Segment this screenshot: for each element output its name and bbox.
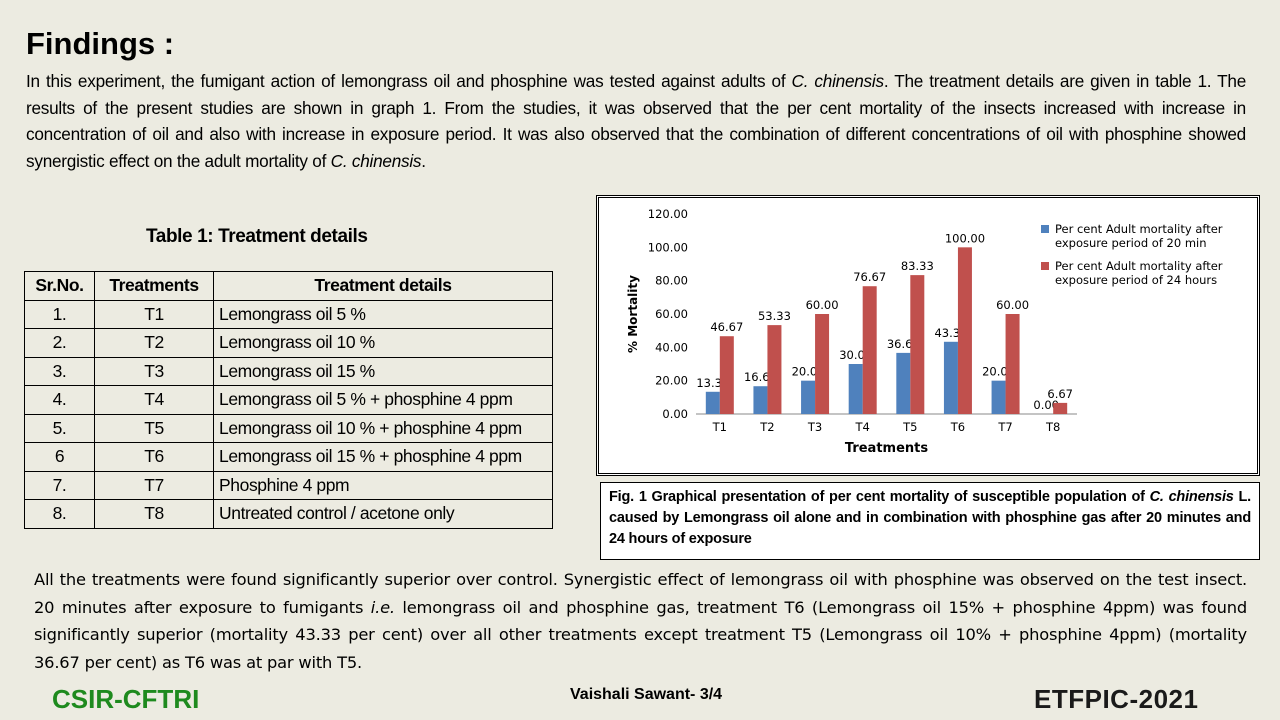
bar-24h bbox=[767, 325, 782, 414]
bar-24h bbox=[862, 286, 877, 414]
y-tick-label: 60.00 bbox=[655, 307, 688, 321]
table-row: 6 T6 Lemongrass oil 15 % + phosphine 4 ppm bbox=[24, 442, 553, 472]
x-tick-label: T7 bbox=[997, 420, 1012, 434]
x-tick-label: T1 bbox=[712, 420, 727, 434]
bar-20min bbox=[896, 352, 911, 414]
legend-label: exposure period of 20 min bbox=[1055, 236, 1207, 250]
header-treatment-details: Treatment details bbox=[213, 271, 553, 301]
table-row: 3. T3 Lemongrass oil 15 % bbox=[24, 356, 553, 386]
y-tick-label: 40.00 bbox=[655, 340, 688, 354]
y-tick-label: 80.00 bbox=[655, 274, 688, 288]
footer-event: ETFPIC-2021 bbox=[1034, 684, 1199, 714]
cell-srno: 7. bbox=[24, 470, 95, 500]
bar-24h bbox=[815, 314, 830, 414]
table-row: 4. T4 Lemongrass oil 5 % + phosphine 4 ppm bbox=[24, 385, 553, 415]
y-tick-label: 120.00 bbox=[648, 207, 688, 221]
mortality-chart-svg: 0.0020.0040.0060.0080.00100.00120.0013.3… bbox=[626, 207, 1223, 456]
results-paragraph: All the treatments were found significan… bbox=[34, 570, 1247, 672]
mortality-chart: 0.00 20.00 40.00 60.00 80.00 100.00 120.00 13.3… bbox=[596, 195, 1260, 476]
intro-paragraph: In this experiment, the fumigant action … bbox=[26, 71, 1247, 171]
table-title: Table 1: Treatment details bbox=[146, 226, 368, 247]
legend-swatch bbox=[1041, 262, 1049, 270]
cell-srno: 2. bbox=[24, 328, 95, 358]
bar-24h bbox=[1053, 402, 1068, 414]
cell-details: Lemongrass oil 5 % + phosphine 4 ppm bbox=[213, 385, 553, 415]
footer-organization: CSIR-CFTRI bbox=[52, 684, 200, 714]
legend-label: Per cent Adult mortality after bbox=[1055, 259, 1223, 273]
cell-treatment: T6 bbox=[94, 442, 214, 472]
cell-details: Phosphine 4 ppm bbox=[213, 470, 553, 500]
y-tick-label: 20.00 bbox=[655, 374, 688, 388]
table-row: 8. T8 Untreated control / acetone only bbox=[24, 499, 553, 529]
cell-details: Lemongrass oil 5 % bbox=[213, 299, 553, 329]
legend-label: Per cent Adult mortality after bbox=[1055, 222, 1223, 236]
x-tick-label: T3 bbox=[807, 420, 822, 434]
bar-20min bbox=[753, 386, 768, 414]
bar-20min bbox=[705, 391, 720, 414]
species-name: C. chinensis bbox=[330, 150, 422, 171]
x-tick-label: T5 bbox=[902, 420, 917, 434]
bar-24h bbox=[910, 275, 925, 414]
y-axis-title: % Mortality bbox=[626, 275, 640, 353]
x-tick-label: T6 bbox=[950, 420, 965, 434]
species-name: C. chinensis bbox=[791, 71, 885, 91]
cell-treatment: T3 bbox=[94, 356, 214, 386]
bar-24h bbox=[1005, 314, 1020, 414]
table-row: 1. T1 Lemongrass oil 5 % bbox=[24, 299, 553, 329]
data-label: 76.67 bbox=[853, 270, 886, 284]
cell-srno: 4. bbox=[24, 385, 95, 415]
cell-treatment: T2 bbox=[94, 328, 214, 358]
cell-details: Lemongrass oil 15 % + phosphine 4 ppm bbox=[213, 442, 553, 472]
footer-author-page: Vaishali Sawant- 3/4 bbox=[570, 686, 723, 703]
ie-abbreviation: i.e. bbox=[370, 597, 395, 617]
bar-20min bbox=[991, 380, 1006, 414]
y-tick-label: 0.00 bbox=[662, 407, 688, 421]
data-label: 83.33 bbox=[901, 259, 934, 273]
data-label: 53.33 bbox=[758, 309, 791, 323]
cell-details: Lemongrass oil 10 % bbox=[213, 328, 553, 358]
bar-24h bbox=[719, 336, 734, 414]
bar-20min bbox=[943, 341, 958, 414]
x-tick-label: T8 bbox=[1045, 420, 1060, 434]
x-tick-label: T4 bbox=[855, 420, 870, 434]
data-label: 60.00 bbox=[996, 298, 1029, 312]
data-label: 46.67 bbox=[710, 320, 743, 334]
header-treatments: Treatments bbox=[94, 271, 214, 301]
species-name: C. chinensis bbox=[1149, 489, 1234, 505]
legend-label: exposure period of 24 hours bbox=[1055, 273, 1217, 287]
cell-srno: 8. bbox=[24, 499, 95, 529]
cell-details: Untreated control / acetone only bbox=[213, 499, 553, 529]
data-label: 6.67 bbox=[1047, 387, 1073, 401]
treatment-table: Sr.No. Treatments Treatment details 1. T1… bbox=[24, 271, 553, 529]
x-axis-title: Treatments bbox=[845, 441, 928, 456]
table-row: 2. T2 Lemongrass oil 10 % bbox=[24, 328, 553, 358]
data-label: 100.00 bbox=[945, 231, 985, 245]
cell-treatment: T8 bbox=[94, 499, 214, 529]
cell-details: Lemongrass oil 15 % bbox=[213, 356, 553, 386]
table-header-row: Sr.No. Treatments Treatment details bbox=[24, 271, 553, 301]
page-heading: Findings : bbox=[26, 26, 175, 61]
cell-treatment: T1 bbox=[94, 299, 214, 329]
cell-srno: 5. bbox=[24, 413, 95, 443]
y-tick-label: 100.00 bbox=[648, 240, 688, 254]
table-row: 7. T7 Phosphine 4 ppm bbox=[24, 470, 553, 500]
data-label: 0.00 bbox=[1033, 398, 1059, 412]
header-srno: Sr.No. bbox=[24, 271, 95, 301]
figure-caption: Fig. 1 Graphical presentation of per cen… bbox=[600, 482, 1260, 560]
x-tick-label: T2 bbox=[759, 420, 774, 434]
cell-srno: 6 bbox=[24, 442, 95, 472]
bar-24h bbox=[957, 247, 972, 414]
data-label: 60.00 bbox=[806, 298, 839, 312]
cell-treatment: T4 bbox=[94, 385, 214, 415]
cell-details: Lemongrass oil 10 % + phosphine 4 ppm bbox=[213, 413, 553, 443]
bar-20min bbox=[801, 380, 816, 414]
cell-srno: 3. bbox=[24, 356, 95, 386]
legend-swatch bbox=[1041, 225, 1049, 233]
bar-20min bbox=[848, 364, 863, 414]
cell-srno: 1. bbox=[24, 299, 95, 329]
cell-treatment: T7 bbox=[94, 470, 214, 500]
cell-treatment: T5 bbox=[94, 413, 214, 443]
table-row: 5. T5 Lemongrass oil 10 % + phosphine 4 pp… bbox=[24, 413, 553, 443]
